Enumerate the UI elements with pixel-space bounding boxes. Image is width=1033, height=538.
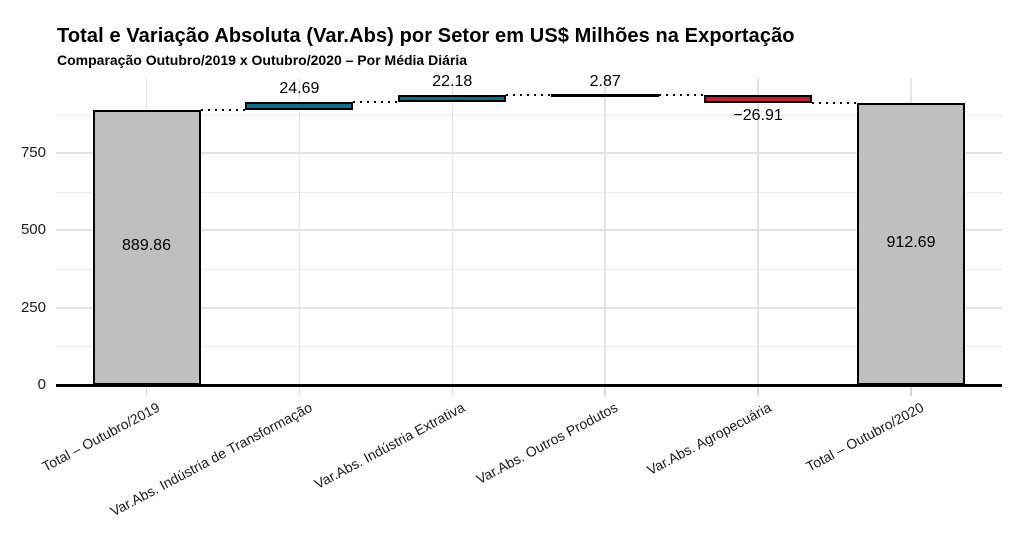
bar-value-label-4: −26.91: [733, 106, 783, 124]
x-tick-label-4: Var.Abs. Agropecuária: [644, 399, 774, 479]
waterfall-bar-3: [551, 93, 660, 97]
connector-line-0: [200, 108, 246, 111]
gridline-h-major-1: [56, 229, 1002, 232]
gridline-h-minor-1: [56, 269, 1002, 271]
y-tick-label-2: 500: [20, 221, 46, 239]
axis-tick-5: [910, 385, 912, 396]
axis-tick-0: [145, 385, 148, 396]
axis-tick-3: [604, 385, 606, 396]
waterfall-bar-0: [92, 109, 201, 385]
connector-line-2: [506, 94, 552, 97]
x-tick-label-5: Total – Outubro/2020: [803, 399, 927, 475]
bar-value-label-3: 2.87: [589, 72, 621, 90]
axis-tick-4: [757, 385, 759, 396]
waterfall-bar-1: [245, 102, 354, 110]
x-tick-label-3: Var.Abs. Outros Produtos: [473, 399, 621, 488]
x-axis-line: [56, 384, 1002, 387]
gridline-h-major-2: [56, 152, 1002, 155]
connector-line-4: [812, 101, 857, 104]
y-tick-label-1: 250: [20, 298, 46, 316]
gridline-h-minor-3: [56, 114, 1002, 116]
bar-value-label-1: 24.69: [279, 80, 320, 98]
axis-tick-1: [298, 385, 301, 396]
waterfall-bar-2: [398, 95, 507, 103]
gridline-h-major-0: [56, 306, 1002, 309]
connector-line-3: [659, 93, 705, 96]
waterfall-bar-5: [857, 102, 965, 385]
gridline-v-4: [757, 78, 759, 385]
axis-tick-2: [451, 385, 454, 396]
chart-subtitle: Comparação Outubro/2019 x Outubro/2020 –…: [57, 52, 468, 68]
connector-line-1: [353, 101, 399, 104]
gridline-v-1: [298, 78, 301, 385]
chart-title: Total e Variação Absoluta (Var.Abs) por …: [57, 25, 795, 47]
y-tick-label-3: 750: [20, 144, 46, 162]
x-tick-label-2: Var.Abs. Indústria Extrativa: [312, 399, 468, 492]
gridline-h-minor-0: [56, 346, 1002, 348]
bar-value-label-2: 22.18: [432, 73, 473, 91]
bar-value-label-0: 889.86: [122, 237, 171, 255]
waterfall-bar-4: [704, 94, 813, 103]
bar-value-label-5: 912.69: [886, 233, 936, 251]
gridline-v-2: [451, 78, 454, 385]
y-tick-label-0: 0: [37, 376, 46, 393]
gridline-h-minor-2: [56, 191, 1002, 193]
x-tick-label-0: Total – Outubro/2019: [39, 399, 163, 475]
gridline-v-3: [604, 78, 606, 385]
